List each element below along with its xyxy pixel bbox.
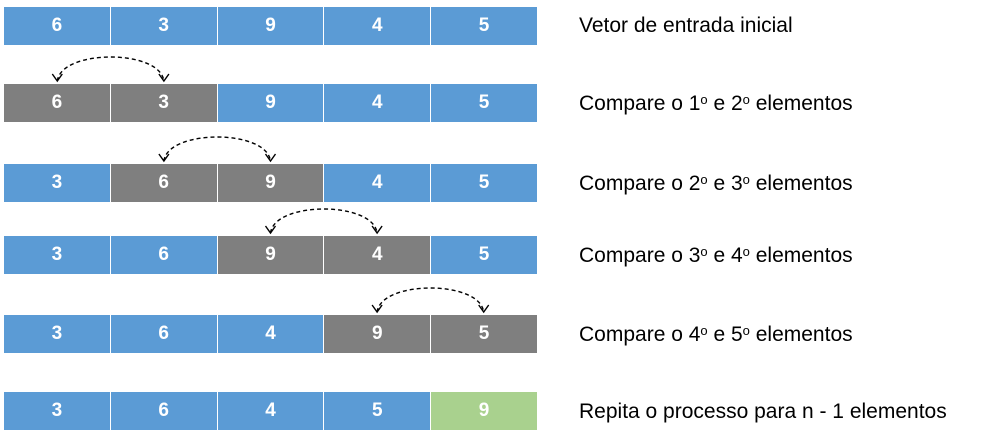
arrowhead-icon: [51, 73, 63, 83]
array-cell: 5: [431, 164, 537, 202]
ordinal-indicator: o: [700, 172, 708, 187]
array-cell: 5: [431, 236, 537, 274]
comparison-arc: [158, 136, 277, 163]
label-text: Repita o processo para n - 1 elementos: [579, 400, 947, 423]
array-cell: 9: [217, 236, 325, 274]
ordinal-indicator: o: [700, 244, 708, 259]
array-cell: 4: [217, 392, 325, 430]
array-cell: 9: [217, 164, 325, 202]
arrowhead-icon: [158, 73, 170, 83]
array-cell: 6: [110, 164, 218, 202]
array-cell: 9: [217, 7, 325, 45]
array-cell: 3: [110, 84, 218, 122]
step-label-1: Vetor de entrada inicial: [579, 14, 793, 38]
ordinal-indicator: o: [700, 92, 708, 107]
ordinal-indicator: o: [742, 172, 750, 187]
arrowhead-icon: [478, 304, 490, 314]
arrowhead-icon: [371, 225, 383, 235]
array-cell: 3: [4, 236, 111, 274]
step-label-4: Compare o 3o e 4o elementos: [579, 244, 853, 268]
label-text: elementos: [749, 92, 853, 115]
label-text: e 4: [707, 244, 743, 267]
array-cell: 4: [324, 164, 432, 202]
label-text: Compare o 3: [579, 244, 701, 267]
step-label-5: Compare o 4o e 5o elementos: [579, 323, 853, 347]
array-cell: 6: [110, 315, 218, 353]
label-text: e 3: [707, 172, 743, 195]
array-cell: 5: [431, 7, 537, 45]
label-text: elementos: [749, 244, 853, 267]
step-label-6: Repita o processo para n - 1 elementos: [579, 400, 947, 424]
array-cell: 6: [4, 84, 111, 122]
array-cell: 5: [431, 84, 537, 122]
array-cell: 4: [324, 84, 432, 122]
arrowhead-icon: [264, 153, 277, 163]
label-text: elementos: [749, 323, 853, 346]
array-cell: 5: [324, 392, 432, 430]
ordinal-indicator: o: [742, 323, 750, 338]
comparison-arc: [371, 287, 490, 314]
array-cell: 9: [324, 315, 432, 353]
label-text: e 2: [707, 92, 743, 115]
ordinal-indicator: o: [742, 92, 750, 107]
label-text: Compare o 1: [579, 92, 701, 115]
arrowhead-icon: [158, 153, 170, 163]
array-cell: 3: [4, 164, 111, 202]
array-cell: 6: [110, 392, 218, 430]
array-cell: 5: [431, 315, 537, 353]
label-text: elementos: [749, 172, 853, 195]
label-text: Compare o 4: [579, 323, 701, 346]
ordinal-indicator: o: [742, 244, 750, 259]
label-text: e 5: [707, 323, 743, 346]
step-label-2: Compare o 1o e 2o elementos: [579, 92, 853, 116]
array-cell: 6: [110, 236, 218, 274]
label-text: Vetor de entrada inicial: [579, 14, 793, 37]
arrowhead-icon: [371, 304, 383, 314]
comparison-arc: [264, 208, 383, 235]
array-cell: 9: [217, 84, 325, 122]
array-cell: 3: [110, 7, 218, 45]
ordinal-indicator: o: [700, 323, 708, 338]
array-cell: 9: [431, 392, 537, 430]
comparison-arc: [51, 56, 170, 83]
label-text: Compare o 2: [579, 172, 701, 195]
array-cell: 4: [217, 315, 325, 353]
array-cell: 3: [4, 315, 111, 353]
array-cell: 3: [4, 392, 111, 430]
arrowhead-icon: [264, 225, 277, 235]
array-cell: 4: [324, 236, 432, 274]
array-cell: 4: [324, 7, 432, 45]
step-label-3: Compare o 2o e 3o elementos: [579, 172, 853, 196]
array-cell: 6: [4, 7, 111, 45]
